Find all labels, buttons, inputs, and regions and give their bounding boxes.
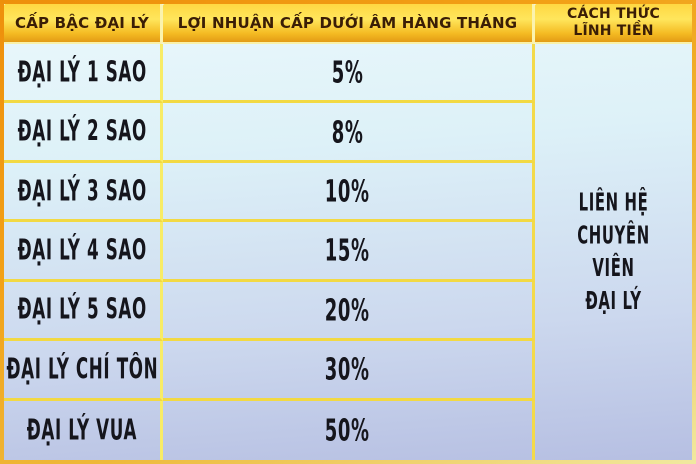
profit-value: 20% — [325, 292, 370, 328]
payout-note-line3: ĐẠI LÝ — [585, 285, 642, 316]
row-2-rank-cell: ĐẠI LÝ 2 SAO — [4, 103, 163, 163]
header-payout-method-line1: CÁCH THỨC — [566, 5, 660, 22]
rank-label: ĐẠI LÝ CHÍ TÔN — [6, 353, 158, 386]
header-payout-method: CÁCH THỨC LĨNH TIỀN — [535, 4, 692, 44]
header-monthly-profit-label: LỢI NHUẬN CẤP DƯỚI ÂM HÀNG THÁNG — [177, 14, 518, 32]
rank-label: ĐẠI LÝ 4 SAO — [17, 234, 147, 267]
profit-value: 30% — [325, 351, 370, 388]
row-4-profit-cell: 15% — [163, 222, 535, 282]
row-6-profit-cell: 30% — [163, 341, 535, 401]
profit-value: 8% — [331, 113, 364, 150]
profit-value: 10% — [325, 173, 370, 209]
row-7-profit-cell: 50% — [163, 400, 535, 460]
row-1-rank-cell: ĐẠI LÝ 1 SAO — [4, 44, 163, 104]
header-monthly-profit: LỢI NHUẬN CẤP DƯỚI ÂM HÀNG THÁNG — [163, 4, 535, 44]
payout-note-line1: LIÊN HỆ — [578, 187, 649, 217]
rank-label: ĐẠI LÝ 1 SAO — [17, 56, 147, 89]
profit-value: 15% — [325, 232, 370, 269]
row-5-profit-cell: 20% — [163, 281, 535, 342]
payout-note-line2: CHUYÊN VIÊN — [577, 220, 650, 283]
row-4-rank-cell: ĐẠI LÝ 4 SAO — [4, 222, 163, 282]
rank-label: ĐẠI LÝ VUA — [26, 414, 138, 447]
payout-method-cell: LIÊN HỆ CHUYÊN VIÊN ĐẠI LÝ — [535, 44, 692, 460]
row-2-profit-cell: 8% — [163, 103, 535, 163]
row-6-rank-cell: ĐẠI LÝ CHÍ TÔN — [4, 341, 163, 401]
row-1-profit-cell: 5% — [163, 44, 535, 104]
commission-table: CẤP BẬC ĐẠI LÝ LỢI NHUẬN CẤP DƯỚI ÂM HÀN… — [4, 4, 692, 460]
rank-label: ĐẠI LÝ 3 SAO — [17, 174, 147, 208]
header-agent-rank-label: CẤP BẬC ĐẠI LÝ — [15, 14, 149, 32]
row-3-rank-cell: ĐẠI LÝ 3 SAO — [4, 162, 163, 223]
rank-label: ĐẠI LÝ 2 SAO — [17, 115, 147, 148]
row-5-rank-cell: ĐẠI LÝ 5 SAO — [4, 281, 163, 342]
row-3-profit-cell: 10% — [163, 162, 535, 223]
payout-method-note: LIÊN HỆ CHUYÊN VIÊN ĐẠI LÝ — [565, 186, 662, 318]
row-7-rank-cell: ĐẠI LÝ VUA — [4, 400, 163, 460]
profit-value: 50% — [325, 412, 370, 448]
profit-value: 5% — [331, 54, 364, 90]
rank-label: ĐẠI LÝ 5 SAO — [17, 293, 147, 327]
header-payout-method-line2: LĨNH TIỀN — [573, 23, 654, 39]
header-agent-rank: CẤP BẬC ĐẠI LÝ — [4, 4, 163, 44]
